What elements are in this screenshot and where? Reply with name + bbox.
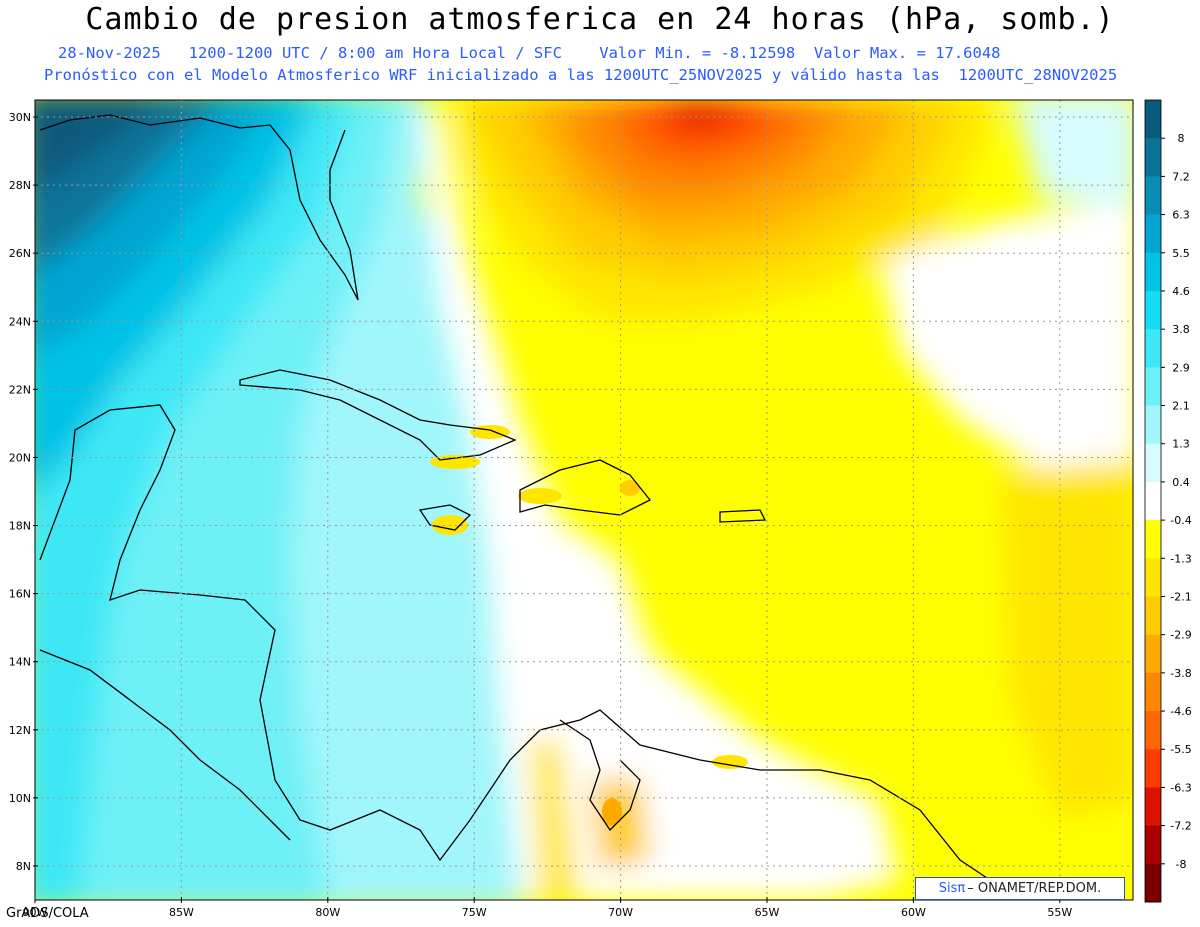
colorbar-swatch (1145, 558, 1161, 597)
valid-time-line: 28-Nov-2025 1200-1200 UTC / 8:00 am Hora… (58, 44, 1001, 62)
colorbar-swatch (1145, 863, 1161, 903)
onamet-text: – ONAMET/REP.DOM. (967, 881, 1102, 896)
colorbar-swatch (1145, 176, 1161, 216)
colorbar-swatch (1145, 787, 1161, 827)
lon-label: 75W (462, 906, 487, 919)
lon-label: 65W (755, 906, 780, 919)
longitude-labels: 90W 85W 80W 75W 70W 65W 60W 55W (23, 897, 1072, 919)
latitude-labels: 30N 28N 26N 24N 22N 20N 18N 16N 14N 12N 10N 8N (9, 111, 38, 873)
lat-label: 20N (9, 451, 31, 464)
sis-logo-text: Sisπ (938, 881, 966, 896)
colorbar-swatch (1145, 672, 1161, 712)
colorbar-swatch (1145, 290, 1161, 330)
model-info-line: Pronóstico con el Modelo Atmosferico WRF… (44, 66, 1118, 84)
lon-label: 55W (1047, 906, 1072, 919)
lat-label: 24N (9, 315, 31, 328)
lat-label: 28N (9, 179, 31, 192)
colorbar-label: -2.9 (1170, 629, 1191, 642)
lat-label: 30N (9, 111, 31, 124)
lon-label: 60W (901, 906, 926, 919)
colorbar-label: 2.9 (1172, 361, 1190, 374)
colorbar: 8 7.2 6.3 5.5 4.6 3.8 2.9 2.1 1.3 0.4 -0.4 -1.3 -2.1… (1144, 99, 1192, 903)
lon-label: 70W (608, 906, 633, 919)
colorbar-label: -0.4 (1170, 514, 1191, 527)
lat-label: 10N (9, 792, 31, 805)
colorbar-swatch (1145, 825, 1161, 865)
lat-label: 8N (16, 860, 31, 873)
colorbar-label: 6.3 (1172, 209, 1190, 222)
colorbar-swatch (1145, 443, 1161, 483)
colorbar-label: -6.3 (1170, 781, 1191, 794)
lon-label: 90W (23, 906, 48, 919)
lat-label: 26N (9, 247, 31, 260)
colorbar-label: 5.5 (1172, 247, 1190, 260)
colorbar-label: 8 (1178, 132, 1185, 145)
colorbar-swatch (1145, 711, 1161, 750)
colorbar-swatch (1145, 214, 1161, 254)
colorbar-label: -3.8 (1170, 667, 1191, 680)
colorbar-label: 0.4 (1172, 476, 1190, 489)
colorbar-label: 4.6 (1172, 285, 1190, 298)
map-title: Cambio de presion atmosferica en 24 hora… (85, 2, 1115, 37)
colorbar-frame (1144, 99, 1162, 903)
coastlines (39, 114, 991, 881)
colorbar-swatch (1145, 138, 1161, 177)
grads-credit: GrADS/COLA (6, 906, 89, 921)
colorbar-swatch (1145, 252, 1161, 292)
lat-label: 22N (9, 383, 31, 396)
island-warm-patches (430, 425, 748, 826)
map-frame (34, 99, 1134, 901)
colorbar-label: -2.1 (1170, 590, 1191, 603)
colorbar-label: 3.8 (1172, 323, 1190, 336)
lat-label: 12N (9, 724, 31, 737)
colorbar-swatch (1145, 329, 1161, 368)
colorbar-label: -8 (1176, 858, 1187, 871)
colorbar-swatch (1145, 596, 1161, 636)
colorbar-swatch (1145, 520, 1161, 559)
lat-label: 16N (9, 588, 31, 601)
colorbar-swatch (1145, 100, 1161, 139)
colorbar-label: -7.2 (1170, 820, 1191, 833)
colorbar-swatch (1145, 405, 1161, 445)
colorbar-swatch (1145, 634, 1161, 674)
lat-label: 14N (9, 656, 31, 669)
colorbar-label: -4.6 (1170, 705, 1191, 718)
lon-label: 80W (315, 906, 340, 919)
colorbar-swatch (1145, 481, 1161, 521)
lon-label: 85W (169, 906, 194, 919)
onamet-logo: Sisπ – ONAMET/REP.DOM. (915, 877, 1125, 900)
shaded-field (35, 100, 1133, 900)
colorbar-swatch (1145, 749, 1161, 788)
colorbar-swatch (1145, 367, 1161, 407)
colorbar-label: -1.3 (1170, 552, 1191, 565)
colorbar-label: 7.2 (1172, 170, 1190, 183)
lat-label: 18N (9, 520, 31, 533)
colorbar-label: 2.1 (1172, 400, 1190, 413)
colorbar-label: -5.5 (1170, 743, 1191, 756)
colorbar-label: 1.3 (1172, 438, 1190, 451)
